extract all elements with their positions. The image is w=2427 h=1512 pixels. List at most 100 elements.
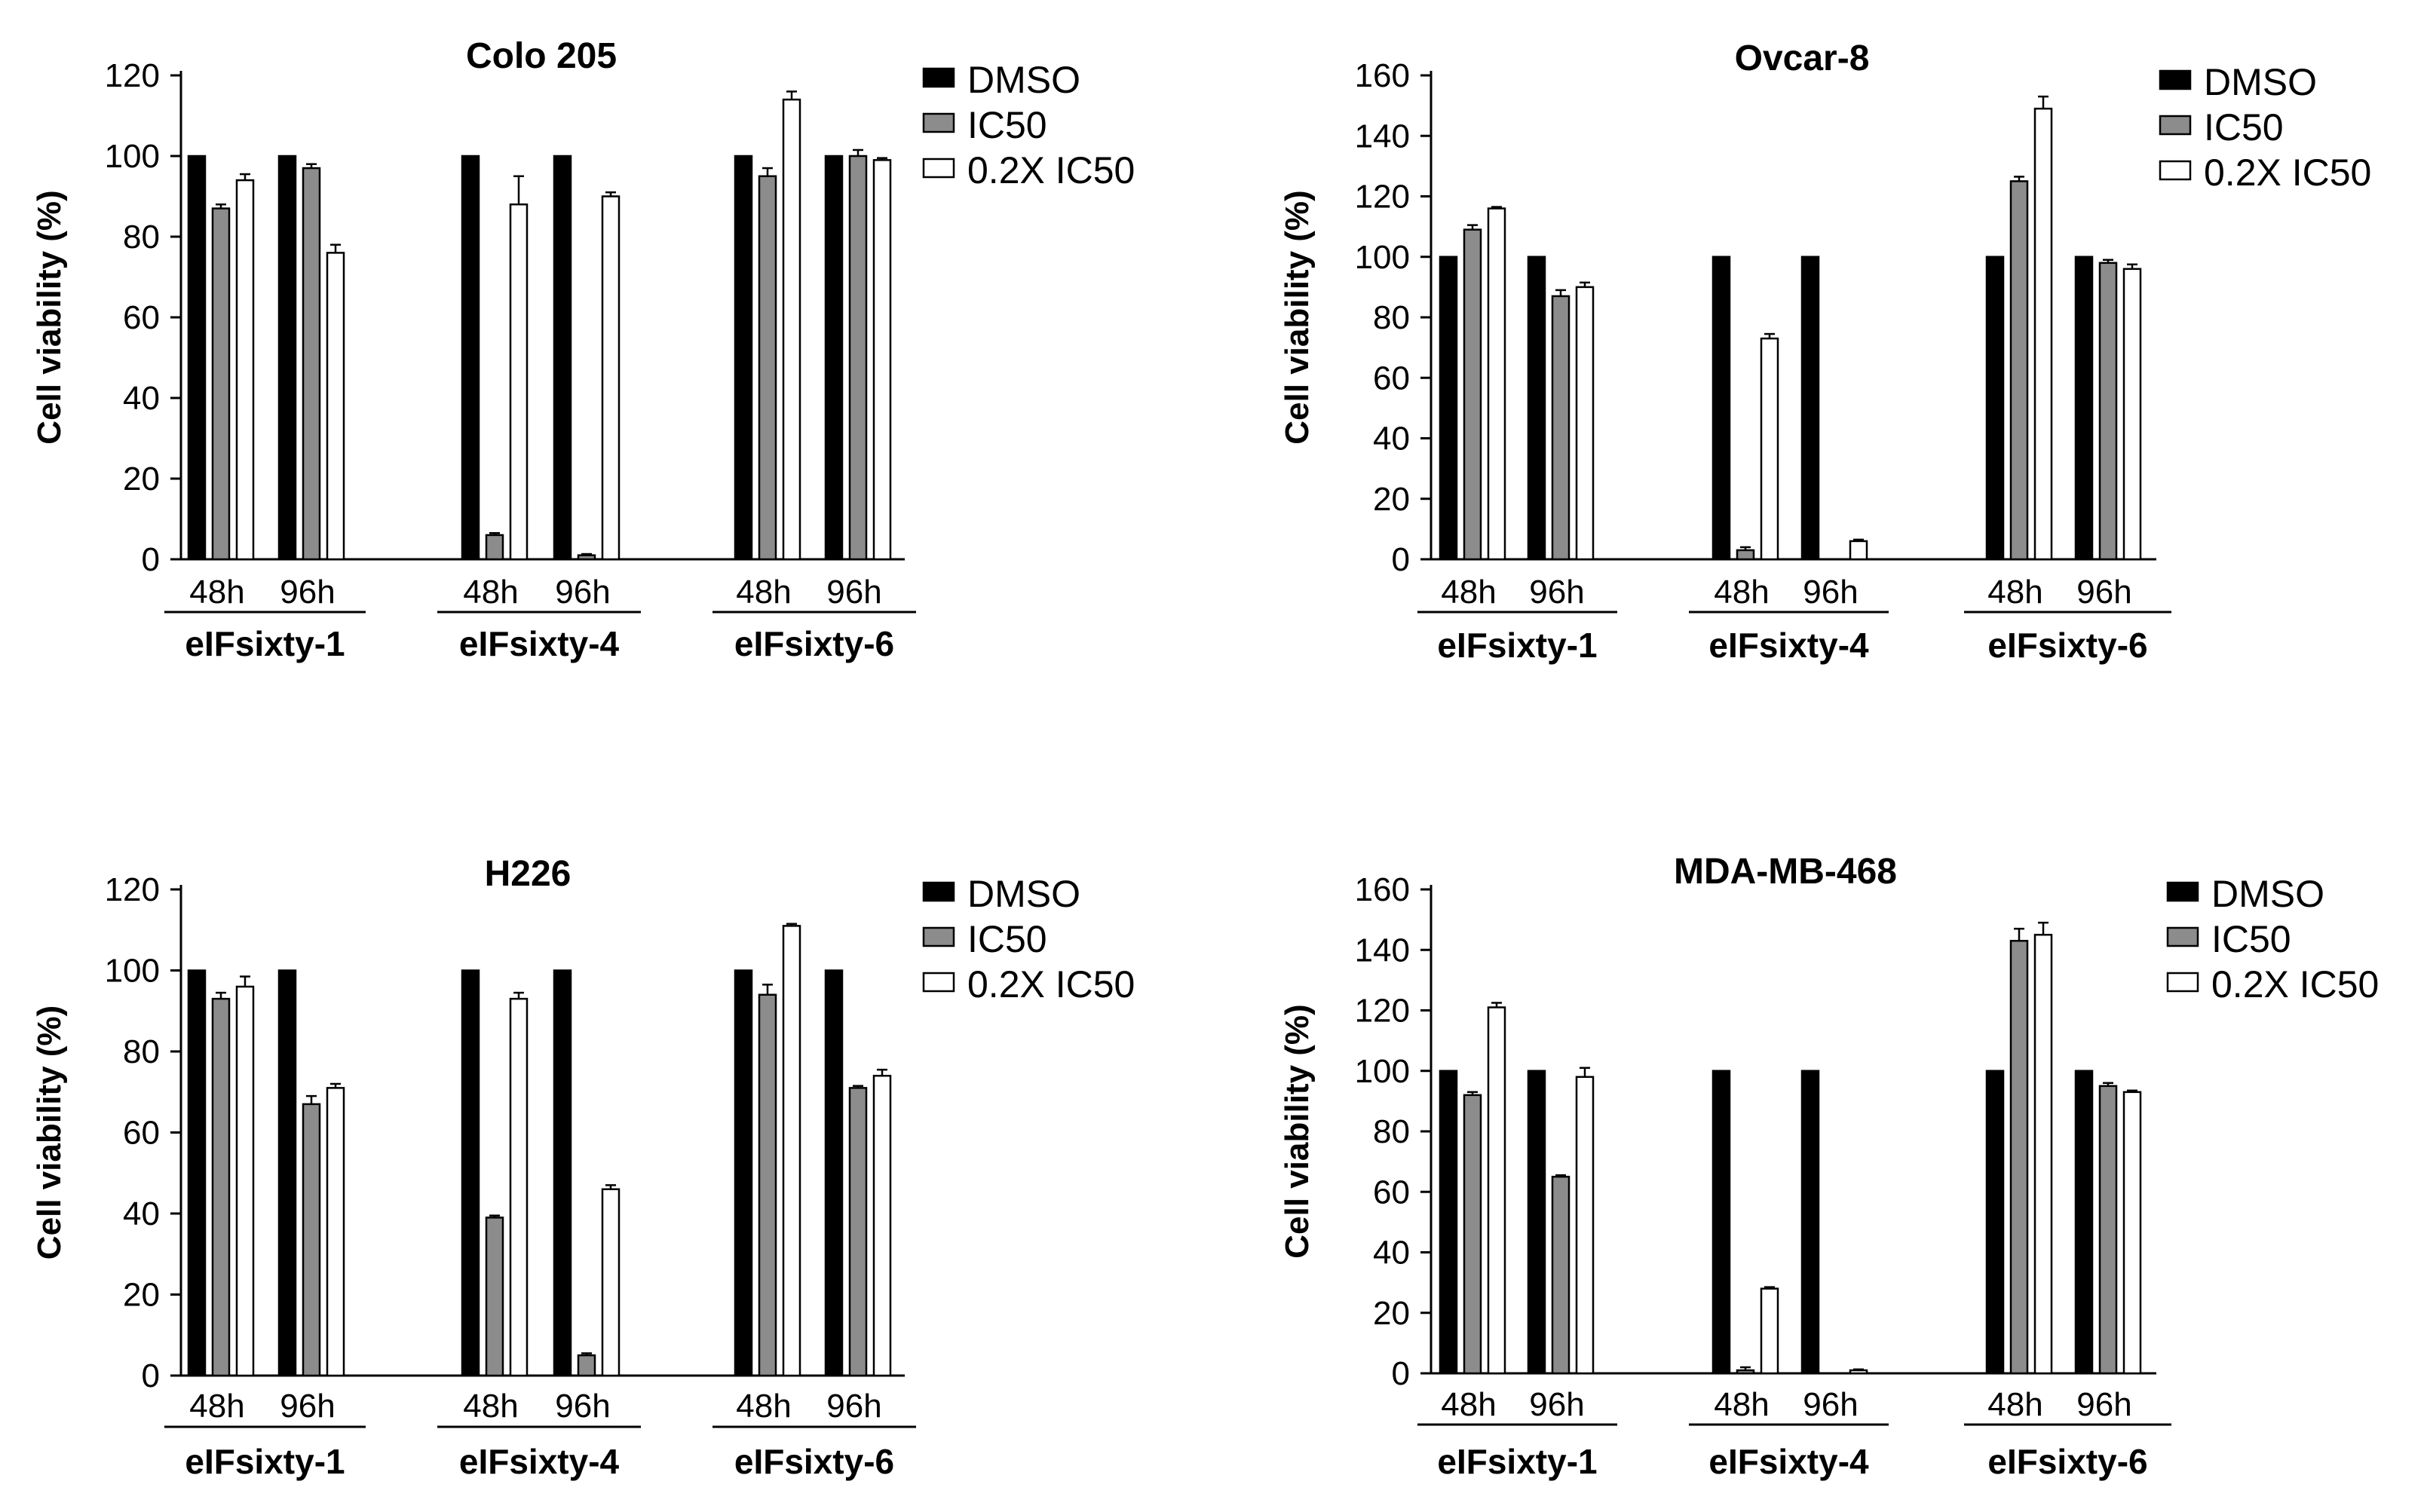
bar-0-2x-ic50: [2033, 933, 2053, 1375]
y-tick-label: 120: [1355, 993, 1410, 1030]
y-tick-label: 0: [142, 1357, 160, 1394]
bar-dmso: [824, 969, 844, 1377]
time-label: 96h: [826, 574, 881, 611]
bar-0-2x-ic50: [2122, 1091, 2142, 1375]
bar-dmso: [187, 155, 207, 561]
y-axis-label: Cell viability (%): [31, 190, 68, 444]
time-label: 96h: [1803, 574, 1858, 611]
bar-dmso: [1711, 1070, 1731, 1375]
y-tick-label: 40: [1373, 1235, 1410, 1272]
bar-dmso: [824, 155, 844, 561]
y-tick-label: 80: [123, 1033, 160, 1070]
legend-swatch: [922, 881, 955, 902]
bar-0-2x-ic50: [326, 252, 345, 561]
legend-label: DMSO: [2204, 61, 2317, 103]
bar-0-2x-ic50: [872, 159, 892, 561]
bar-ic50: [302, 1103, 321, 1377]
bar-ic50: [302, 167, 321, 561]
bar-ic50: [1736, 549, 1755, 561]
legend-swatch: [922, 972, 955, 993]
y-tick-label: 20: [1373, 1295, 1410, 1332]
y-tick-label: 120: [105, 57, 160, 94]
group-label: eIFsixty-4: [459, 624, 620, 663]
legend-label: 0.2X IC50: [967, 149, 1135, 191]
time-label: 96h: [1529, 574, 1584, 611]
y-tick-label: 80: [1373, 1113, 1410, 1150]
bar-0-2x-ic50: [601, 1188, 621, 1377]
y-tick-label: 140: [1355, 932, 1410, 969]
bar-0-2x-ic50: [2122, 268, 2142, 561]
bar-dmso: [277, 155, 297, 561]
time-label: 48h: [1714, 574, 1769, 611]
y-tick-label: 20: [123, 461, 160, 497]
chart-title: Ovcar-8: [1735, 38, 1870, 78]
bar-dmso: [553, 969, 572, 1377]
bar-0-2x-ic50: [326, 1087, 345, 1377]
bar-0-2x-ic50: [872, 1075, 892, 1377]
bar-0-2x-ic50: [1849, 540, 1868, 561]
y-tick-label: 160: [1355, 871, 1410, 908]
bar-dmso: [2074, 1070, 2094, 1375]
group-label: eIFsixty-4: [1708, 1442, 1869, 1481]
bar-ic50: [577, 1354, 596, 1377]
group-label: eIFsixty-6: [1987, 626, 2147, 665]
bar-dmso: [187, 969, 207, 1377]
bar-0-2x-ic50: [1575, 1076, 1595, 1375]
bar-dmso: [1527, 256, 1546, 561]
y-tick-label: 60: [123, 1115, 160, 1152]
bar-ic50: [758, 993, 777, 1377]
legend-swatch: [2166, 972, 2199, 993]
bar-0-2x-ic50: [1849, 1369, 1868, 1375]
y-tick-label: 60: [1373, 1174, 1410, 1211]
bar-0-2x-ic50: [509, 997, 529, 1377]
bar-dmso: [1800, 256, 1820, 561]
bar-dmso: [461, 155, 480, 561]
bar-dmso: [461, 969, 480, 1377]
y-tick-label: 100: [105, 953, 160, 990]
chart-panel: H226 Cell viability (%) 0 20 40 60 80 100 120 48h…: [31, 854, 1135, 1481]
time-label: 48h: [736, 1388, 791, 1425]
legend-label: IC50: [967, 104, 1047, 146]
bar-dmso: [1985, 1070, 2005, 1375]
y-tick-label: 120: [105, 871, 160, 908]
legend-swatch: [2159, 115, 2192, 136]
bar-ic50: [2098, 1085, 2118, 1375]
bar-ic50: [1463, 1094, 1482, 1375]
group-label: eIFsixty-1: [185, 624, 345, 663]
legend-label: DMSO: [967, 59, 1080, 101]
legend-label: 0.2X IC50: [2204, 152, 2371, 194]
bar-ic50: [1551, 1175, 1571, 1375]
y-axis-label: Cell viability (%): [1279, 1004, 1316, 1258]
y-tick-label: 140: [1355, 118, 1410, 155]
y-tick-label: 20: [1373, 481, 1410, 518]
bar-ic50: [848, 1087, 868, 1377]
bar-0-2x-ic50: [1487, 207, 1506, 561]
bar-0-2x-ic50: [1575, 286, 1595, 561]
group-label: eIFsixty-6: [734, 624, 894, 663]
time-label: 48h: [463, 1388, 518, 1425]
bar-ic50: [2009, 939, 2029, 1375]
bar-0-2x-ic50: [235, 985, 255, 1377]
time-label: 48h: [1987, 574, 2042, 611]
y-tick-label: 40: [123, 1195, 160, 1232]
legend-swatch: [922, 158, 955, 179]
bar-0-2x-ic50: [601, 195, 621, 561]
chart-title: MDA-MB-468: [1674, 852, 1897, 892]
group-label: eIFsixty-1: [1437, 1442, 1597, 1481]
bar-0-2x-ic50: [1487, 1006, 1506, 1375]
bar-ic50: [485, 1217, 504, 1377]
group-label: eIFsixty-4: [459, 1442, 620, 1481]
bar-0-2x-ic50: [1760, 1287, 1779, 1375]
y-axis-label: Cell viability (%): [1279, 190, 1316, 444]
bar-0-2x-ic50: [2033, 107, 2053, 561]
legend-label: DMSO: [967, 873, 1080, 915]
time-label: 48h: [1441, 1386, 1496, 1423]
bar-ic50: [211, 207, 231, 561]
bar-ic50: [211, 997, 231, 1377]
y-tick-label: 100: [105, 138, 160, 175]
bar-dmso: [2074, 256, 2094, 561]
bar-dmso: [277, 969, 297, 1377]
time-label: 96h: [555, 574, 610, 611]
legend-label: IC50: [2211, 918, 2291, 960]
